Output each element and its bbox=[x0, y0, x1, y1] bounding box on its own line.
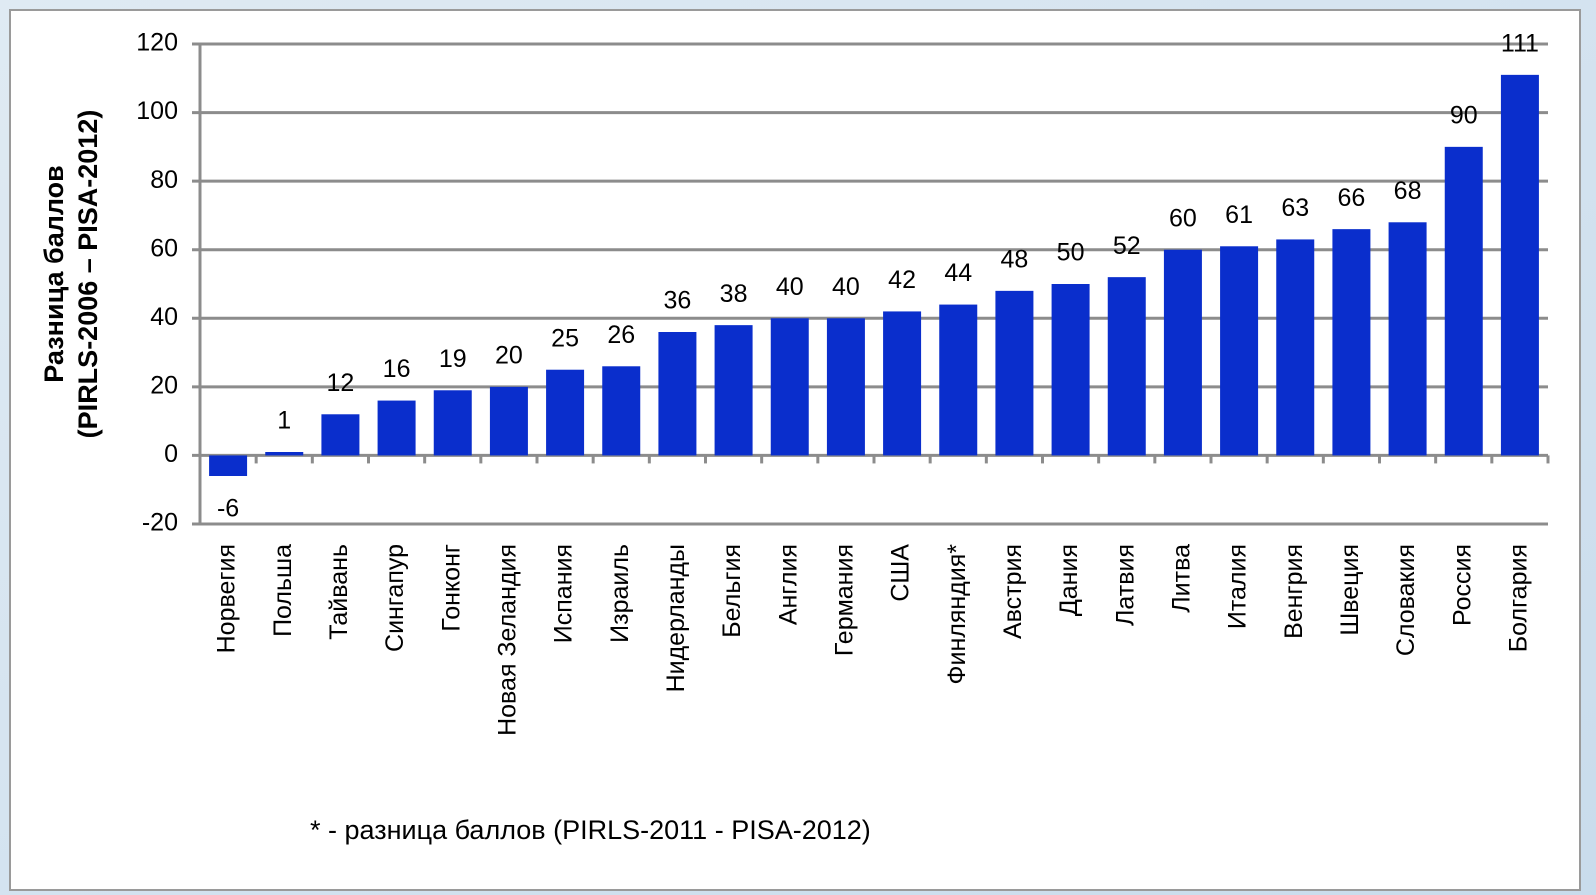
x-tick-label: Испания bbox=[550, 544, 578, 643]
value-label: 1 bbox=[277, 407, 291, 435]
x-tick-label: Тайвань bbox=[325, 544, 353, 640]
bar bbox=[602, 366, 641, 456]
bar bbox=[770, 318, 809, 456]
y-tick-label: -20 bbox=[142, 509, 178, 537]
y-tick-label: 0 bbox=[164, 440, 178, 468]
y-tick-label: 20 bbox=[150, 371, 178, 399]
x-tick-label: Латвия bbox=[1111, 544, 1139, 626]
y-tick-label: 80 bbox=[150, 166, 178, 194]
value-label: 20 bbox=[495, 341, 523, 369]
value-label: 42 bbox=[888, 266, 916, 294]
x-tick-label: Финляндия* bbox=[943, 544, 971, 685]
x-tick-label: Германия bbox=[831, 544, 859, 656]
bar bbox=[995, 290, 1034, 456]
value-label: 61 bbox=[1225, 201, 1253, 229]
x-tick-label: Дания bbox=[1055, 544, 1083, 616]
bar bbox=[826, 318, 865, 456]
x-tick-label: Израиль bbox=[606, 544, 634, 643]
x-tick-label: Болгария bbox=[1505, 544, 1533, 652]
bar bbox=[1500, 74, 1539, 456]
x-tick-label: Польша bbox=[269, 544, 297, 637]
bar bbox=[1388, 222, 1427, 456]
bar bbox=[939, 304, 978, 456]
x-tick-label: Австрия bbox=[999, 544, 1027, 639]
bar bbox=[883, 311, 922, 456]
value-label: 90 bbox=[1450, 101, 1478, 129]
value-label: 52 bbox=[1113, 232, 1141, 260]
value-label: -6 bbox=[217, 495, 239, 523]
bar bbox=[1163, 249, 1202, 456]
x-tick-label: Россия bbox=[1448, 544, 1476, 626]
footnote: * - разница баллов (PIRLS-2011 - PISA-20… bbox=[310, 815, 871, 845]
bar bbox=[1444, 146, 1483, 456]
x-tick-label: Литва bbox=[1168, 544, 1196, 613]
value-label: 111 bbox=[1501, 29, 1539, 57]
y-tick-label: 100 bbox=[136, 97, 178, 125]
x-tick-label: Венгрия bbox=[1280, 544, 1308, 639]
bar bbox=[265, 452, 304, 456]
value-label: 12 bbox=[327, 369, 355, 397]
bar bbox=[1107, 277, 1146, 456]
value-label: 19 bbox=[439, 345, 467, 373]
value-label: 48 bbox=[1001, 245, 1029, 273]
value-label: 50 bbox=[1057, 239, 1085, 267]
value-label: 68 bbox=[1394, 177, 1422, 205]
value-label: 44 bbox=[944, 259, 972, 287]
y-tick-label: 40 bbox=[150, 303, 178, 331]
value-label: 63 bbox=[1281, 194, 1309, 222]
x-tick-label: Гонконг bbox=[437, 544, 465, 632]
value-label: 36 bbox=[664, 287, 692, 315]
value-label: 40 bbox=[776, 273, 804, 301]
x-tick-label: Словакия bbox=[1392, 544, 1420, 656]
x-tick-label: Италия bbox=[1224, 544, 1252, 629]
x-tick-label: Норвегия bbox=[213, 544, 241, 653]
x-tick-label: Сингапур bbox=[381, 544, 409, 652]
value-label: 25 bbox=[551, 324, 579, 352]
bar bbox=[209, 455, 248, 476]
x-tick-label: Бельгия bbox=[718, 544, 746, 638]
x-tick-label: Новая Зеландия bbox=[494, 544, 522, 736]
y-tick-label: 120 bbox=[136, 29, 178, 57]
y-axis-label: (PIRLS-2006 – PISA-2012) bbox=[73, 110, 103, 439]
value-label: 26 bbox=[607, 321, 635, 349]
y-axis-label: Разница баллов bbox=[39, 165, 69, 383]
bar bbox=[433, 390, 472, 456]
bar bbox=[1276, 239, 1315, 456]
bar bbox=[714, 325, 753, 456]
value-label: 60 bbox=[1169, 204, 1197, 232]
y-tick-label: 60 bbox=[150, 234, 178, 262]
bar bbox=[546, 369, 585, 456]
x-tick-label: Англия bbox=[774, 544, 802, 625]
value-label: 66 bbox=[1338, 184, 1366, 212]
x-tick-label: Швеция bbox=[1336, 544, 1364, 636]
bar bbox=[658, 332, 697, 456]
bar bbox=[1332, 229, 1371, 456]
bar bbox=[1220, 246, 1259, 456]
bar bbox=[1051, 284, 1090, 456]
x-tick-label: США bbox=[887, 544, 915, 602]
x-tick-label: Нидерланды bbox=[662, 544, 690, 692]
value-label: 38 bbox=[720, 280, 748, 308]
value-label: 16 bbox=[383, 355, 411, 383]
bar bbox=[321, 414, 360, 456]
bar bbox=[489, 386, 528, 456]
bar bbox=[377, 400, 416, 456]
value-label: 40 bbox=[832, 273, 860, 301]
